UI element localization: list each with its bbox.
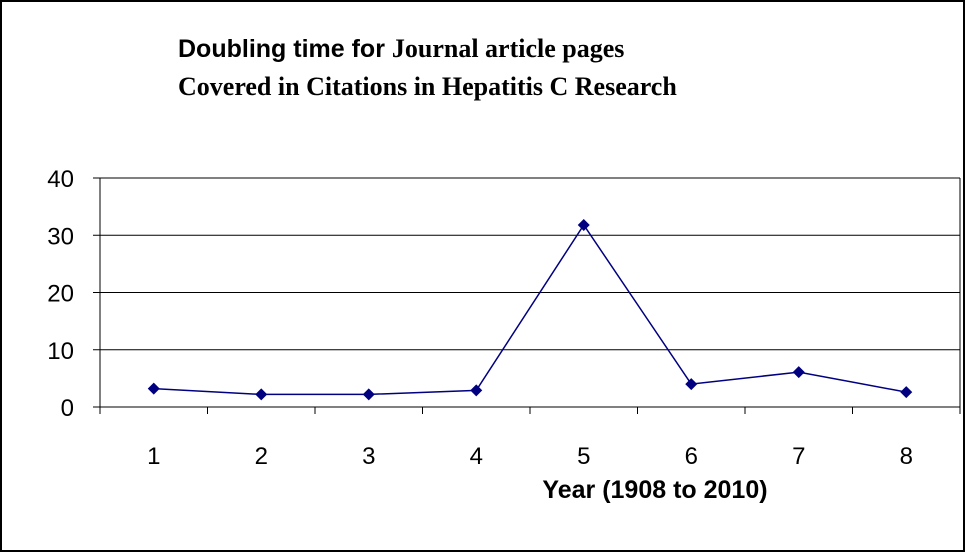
y-tick-label: 0 xyxy=(61,395,74,422)
series-line xyxy=(153,223,907,396)
x-tick-label: 4 xyxy=(470,443,483,470)
x-axis-ticks: 1 2 3 4 5 6 7 8 xyxy=(99,407,961,470)
data-point-marker xyxy=(147,382,160,395)
data-point-marker xyxy=(577,218,590,231)
chart-title-line2: Covered in Citations in Hepatitis C Rese… xyxy=(178,72,677,101)
x-tick-label: 2 xyxy=(255,443,268,470)
data-point-marker xyxy=(685,378,698,391)
data-point-marker xyxy=(900,386,913,399)
data-point-marker xyxy=(792,366,805,379)
x-axis-title: Year (1908 to 2010) xyxy=(542,476,767,504)
x-tick-label: 8 xyxy=(900,443,913,470)
chart-title-line1: Doubling time for Journal article pages xyxy=(178,34,624,63)
data-point-marker xyxy=(255,388,268,401)
y-tick-label: 10 xyxy=(47,338,74,365)
x-tick-label: 7 xyxy=(792,443,805,470)
gridlines xyxy=(100,177,960,351)
y-tick-label: 40 xyxy=(47,166,74,193)
x-tick-label: 3 xyxy=(362,443,375,470)
data-point-marker xyxy=(362,388,375,401)
x-tick-label: 6 xyxy=(685,443,698,470)
series-line-group xyxy=(147,218,913,401)
chart-title-part-serif: Journal article pages xyxy=(392,34,625,63)
y-tick-label: 30 xyxy=(47,223,74,250)
chart-title-part-sans: Doubling time for xyxy=(178,35,392,63)
data-point-marker xyxy=(470,384,483,397)
x-tick-label: 1 xyxy=(147,443,160,470)
y-axis-ticks: 0 10 20 30 40 xyxy=(47,166,100,422)
y-tick-label: 20 xyxy=(47,281,74,308)
x-tick-label: 5 xyxy=(577,443,590,470)
